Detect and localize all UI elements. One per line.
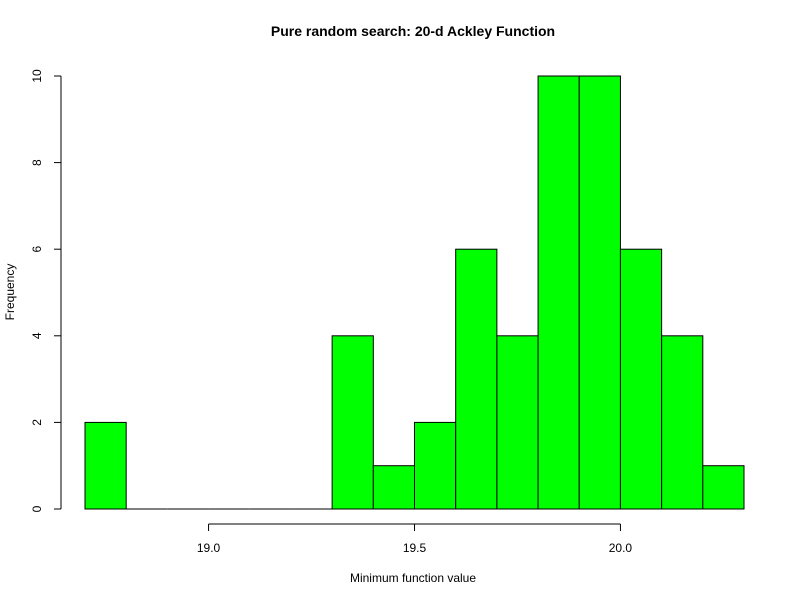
histogram-bar bbox=[578, 75, 621, 510]
x-axis: 19.0 19.5 20.0 bbox=[197, 523, 633, 555]
histogram-bar bbox=[414, 421, 457, 510]
x-tick-label: 19.0 bbox=[197, 541, 221, 555]
histogram-bar bbox=[496, 335, 539, 510]
histogram-bar bbox=[702, 465, 745, 510]
chart-title: Pure random search: 20-d Ackley Function bbox=[271, 23, 555, 39]
histogram-bar bbox=[455, 248, 498, 510]
x-tick-label: 19.5 bbox=[403, 541, 427, 555]
histogram-bar bbox=[84, 421, 127, 510]
y-tick-label: 6 bbox=[30, 246, 44, 253]
x-tick-label: 20.0 bbox=[609, 541, 633, 555]
x-axis-label: Minimum function value bbox=[350, 571, 476, 585]
y-axis: 0 2 4 6 8 10 bbox=[30, 69, 62, 512]
y-tick-label: 2 bbox=[30, 419, 44, 426]
histogram-bar bbox=[331, 335, 374, 510]
y-tick-label: 0 bbox=[30, 505, 44, 512]
y-tick-label: 4 bbox=[30, 332, 44, 339]
histogram-bar bbox=[372, 465, 415, 510]
histogram-bar bbox=[661, 335, 704, 510]
y-tick-label: 10 bbox=[30, 69, 44, 83]
histogram-bar bbox=[619, 248, 663, 510]
bars-group bbox=[84, 75, 745, 510]
y-axis-label: Frequency bbox=[3, 264, 17, 321]
y-tick-label: 8 bbox=[30, 159, 44, 166]
histogram-bar bbox=[537, 75, 580, 510]
